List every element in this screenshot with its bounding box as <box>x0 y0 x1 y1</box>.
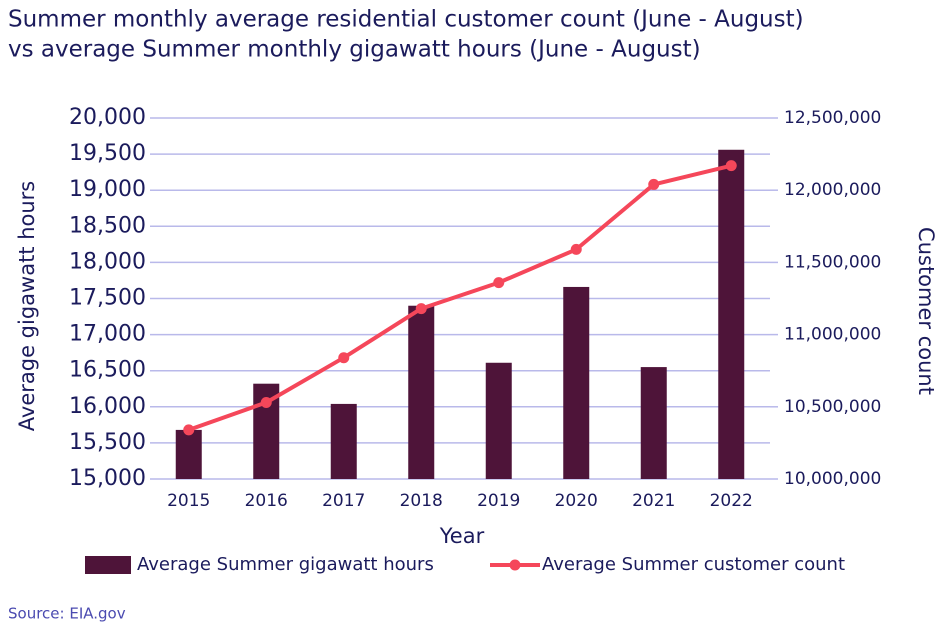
x-tick-label: 2015 <box>167 491 210 511</box>
y-tick-label: 17,500 <box>69 286 146 311</box>
y2-axis-label: Customer count <box>914 227 938 395</box>
line-marker <box>415 303 427 315</box>
legend-swatch <box>509 559 521 571</box>
y2-tick-label: 11,500,000 <box>784 252 881 272</box>
line-marker <box>570 243 582 255</box>
y2-tick-label: 12,500,000 <box>784 108 881 128</box>
x-tick-label: 2018 <box>400 491 443 511</box>
bar <box>640 367 667 479</box>
y-axis-label: Average gigawatt hours <box>15 181 39 432</box>
x-tick-label: 2020 <box>555 491 598 511</box>
y2-tick-label: 10,000,000 <box>784 469 881 489</box>
bar <box>718 149 745 479</box>
bar <box>175 429 202 479</box>
x-tick-label: 2017 <box>322 491 365 511</box>
y2-tick-label: 11,000,000 <box>784 325 881 345</box>
x-tick-label: 2022 <box>710 491 753 511</box>
bar <box>563 286 590 479</box>
bar <box>485 362 512 479</box>
line-marker <box>260 396 272 408</box>
y-tick-label: 15,000 <box>69 466 146 491</box>
y-tick-label: 18,000 <box>69 249 146 274</box>
y2-tick-label: 10,500,000 <box>784 397 881 417</box>
y-tick-label: 20,000 <box>69 105 146 130</box>
y-tick-label: 16,500 <box>69 358 146 383</box>
line-marker <box>725 160 737 172</box>
line-marker <box>493 277 505 289</box>
y-tick-label: 18,500 <box>69 213 146 238</box>
x-tick-label: 2019 <box>477 491 520 511</box>
line-marker <box>338 352 350 364</box>
legend-label: Average Summer customer count <box>542 554 845 575</box>
line <box>188 163 732 432</box>
y-tick-label: 15,500 <box>69 430 146 455</box>
legend-label: Average Summer gigawatt hours <box>137 554 434 575</box>
y2-tick-label: 12,000,000 <box>784 180 881 200</box>
y-tick-label: 19,500 <box>69 141 146 166</box>
x-tick-label: 2021 <box>632 491 675 511</box>
chart-title: Summer monthly average residential custo… <box>8 7 804 33</box>
legend-swatch <box>85 556 131 574</box>
line-marker <box>183 424 195 436</box>
source-note: Source: EIA.gov <box>8 605 126 623</box>
y-tick-label: 19,000 <box>69 177 146 202</box>
y-tick-label: 17,000 <box>69 322 146 347</box>
y-tick-label: 16,000 <box>69 394 146 419</box>
x-tick-label: 2016 <box>245 491 288 511</box>
x-axis-label: Year <box>439 524 485 548</box>
bar <box>330 403 357 479</box>
bar <box>408 305 435 479</box>
chart-title: vs average Summer monthly gigawatt hours… <box>8 37 701 63</box>
line-marker <box>648 178 660 190</box>
